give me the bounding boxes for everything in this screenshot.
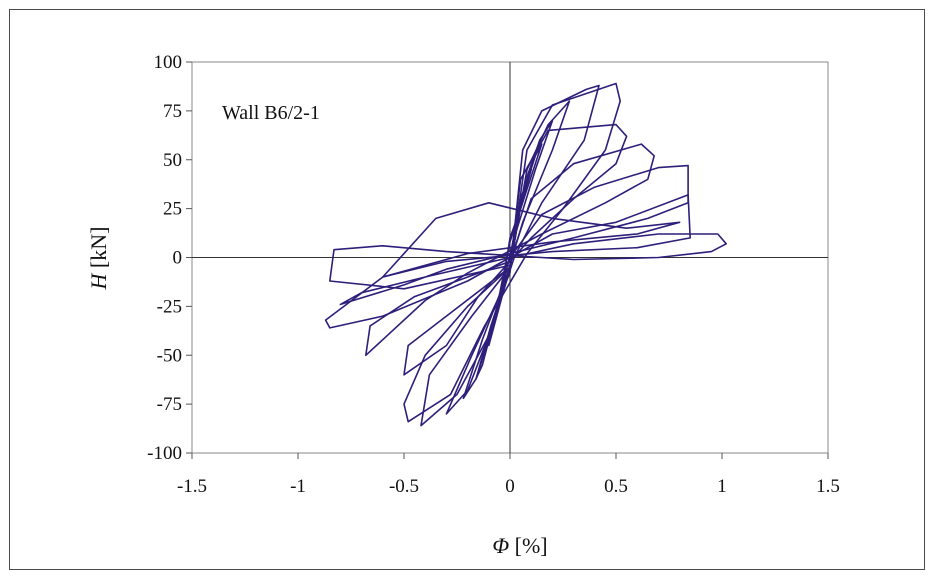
x-tick-label: 1.5 bbox=[816, 476, 840, 497]
y-tick-label: -25 bbox=[157, 296, 182, 317]
series-layer bbox=[324, 82, 728, 427]
y-tick-label: 100 bbox=[154, 52, 183, 73]
x-axis-unit: [%] bbox=[509, 533, 547, 558]
y-axis-title: H [kN] bbox=[86, 227, 111, 291]
y-tick-label: -50 bbox=[157, 345, 182, 366]
wall-annotation: Wall B6/2-1 bbox=[222, 102, 320, 124]
hysteresis-loop-10 bbox=[324, 194, 692, 329]
y-axis-variable: H bbox=[86, 272, 111, 290]
hysteresis-loop-8 bbox=[364, 143, 656, 357]
x-tick-label: 1 bbox=[717, 476, 727, 497]
y-tick-label: 75 bbox=[163, 101, 182, 122]
hysteresis-loop-5 bbox=[420, 84, 600, 427]
y-tick-label: 25 bbox=[163, 199, 182, 220]
y-tick-label: -100 bbox=[147, 443, 182, 464]
x-tick-label: 0 bbox=[505, 476, 515, 497]
hysteresis-loop-11 bbox=[328, 233, 728, 290]
x-tick-label: -1.5 bbox=[177, 476, 207, 497]
x-axis-title: Φ [%] bbox=[492, 533, 547, 558]
y-tick-label: 50 bbox=[163, 150, 182, 171]
hysteresis-loop-12 bbox=[382, 202, 681, 278]
x-tick-label: -0.5 bbox=[389, 476, 419, 497]
y-axis-unit: [kN] bbox=[86, 227, 111, 274]
text-layer: Wall B6/2-1 Φ [%] H [kN] -1.5 -1 -0.5 0 0.5 1… bbox=[86, 52, 840, 558]
x-axis-variable: Φ bbox=[492, 533, 509, 558]
hysteresis-chart: Wall B6/2-1 Φ [%] H [kN] -1.5 -1 -0.5 0 0.5 1… bbox=[86, 52, 840, 558]
x-tick-label: 0.5 bbox=[604, 476, 628, 497]
x-tick-label: -1 bbox=[290, 476, 306, 497]
y-tick-label: -75 bbox=[157, 394, 182, 415]
y-tick-label: 0 bbox=[173, 248, 183, 269]
chart-frame: Wall B6/2-1 Φ [%] H [kN] -1.5 -1 -0.5 0 0.5 1… bbox=[9, 9, 925, 570]
